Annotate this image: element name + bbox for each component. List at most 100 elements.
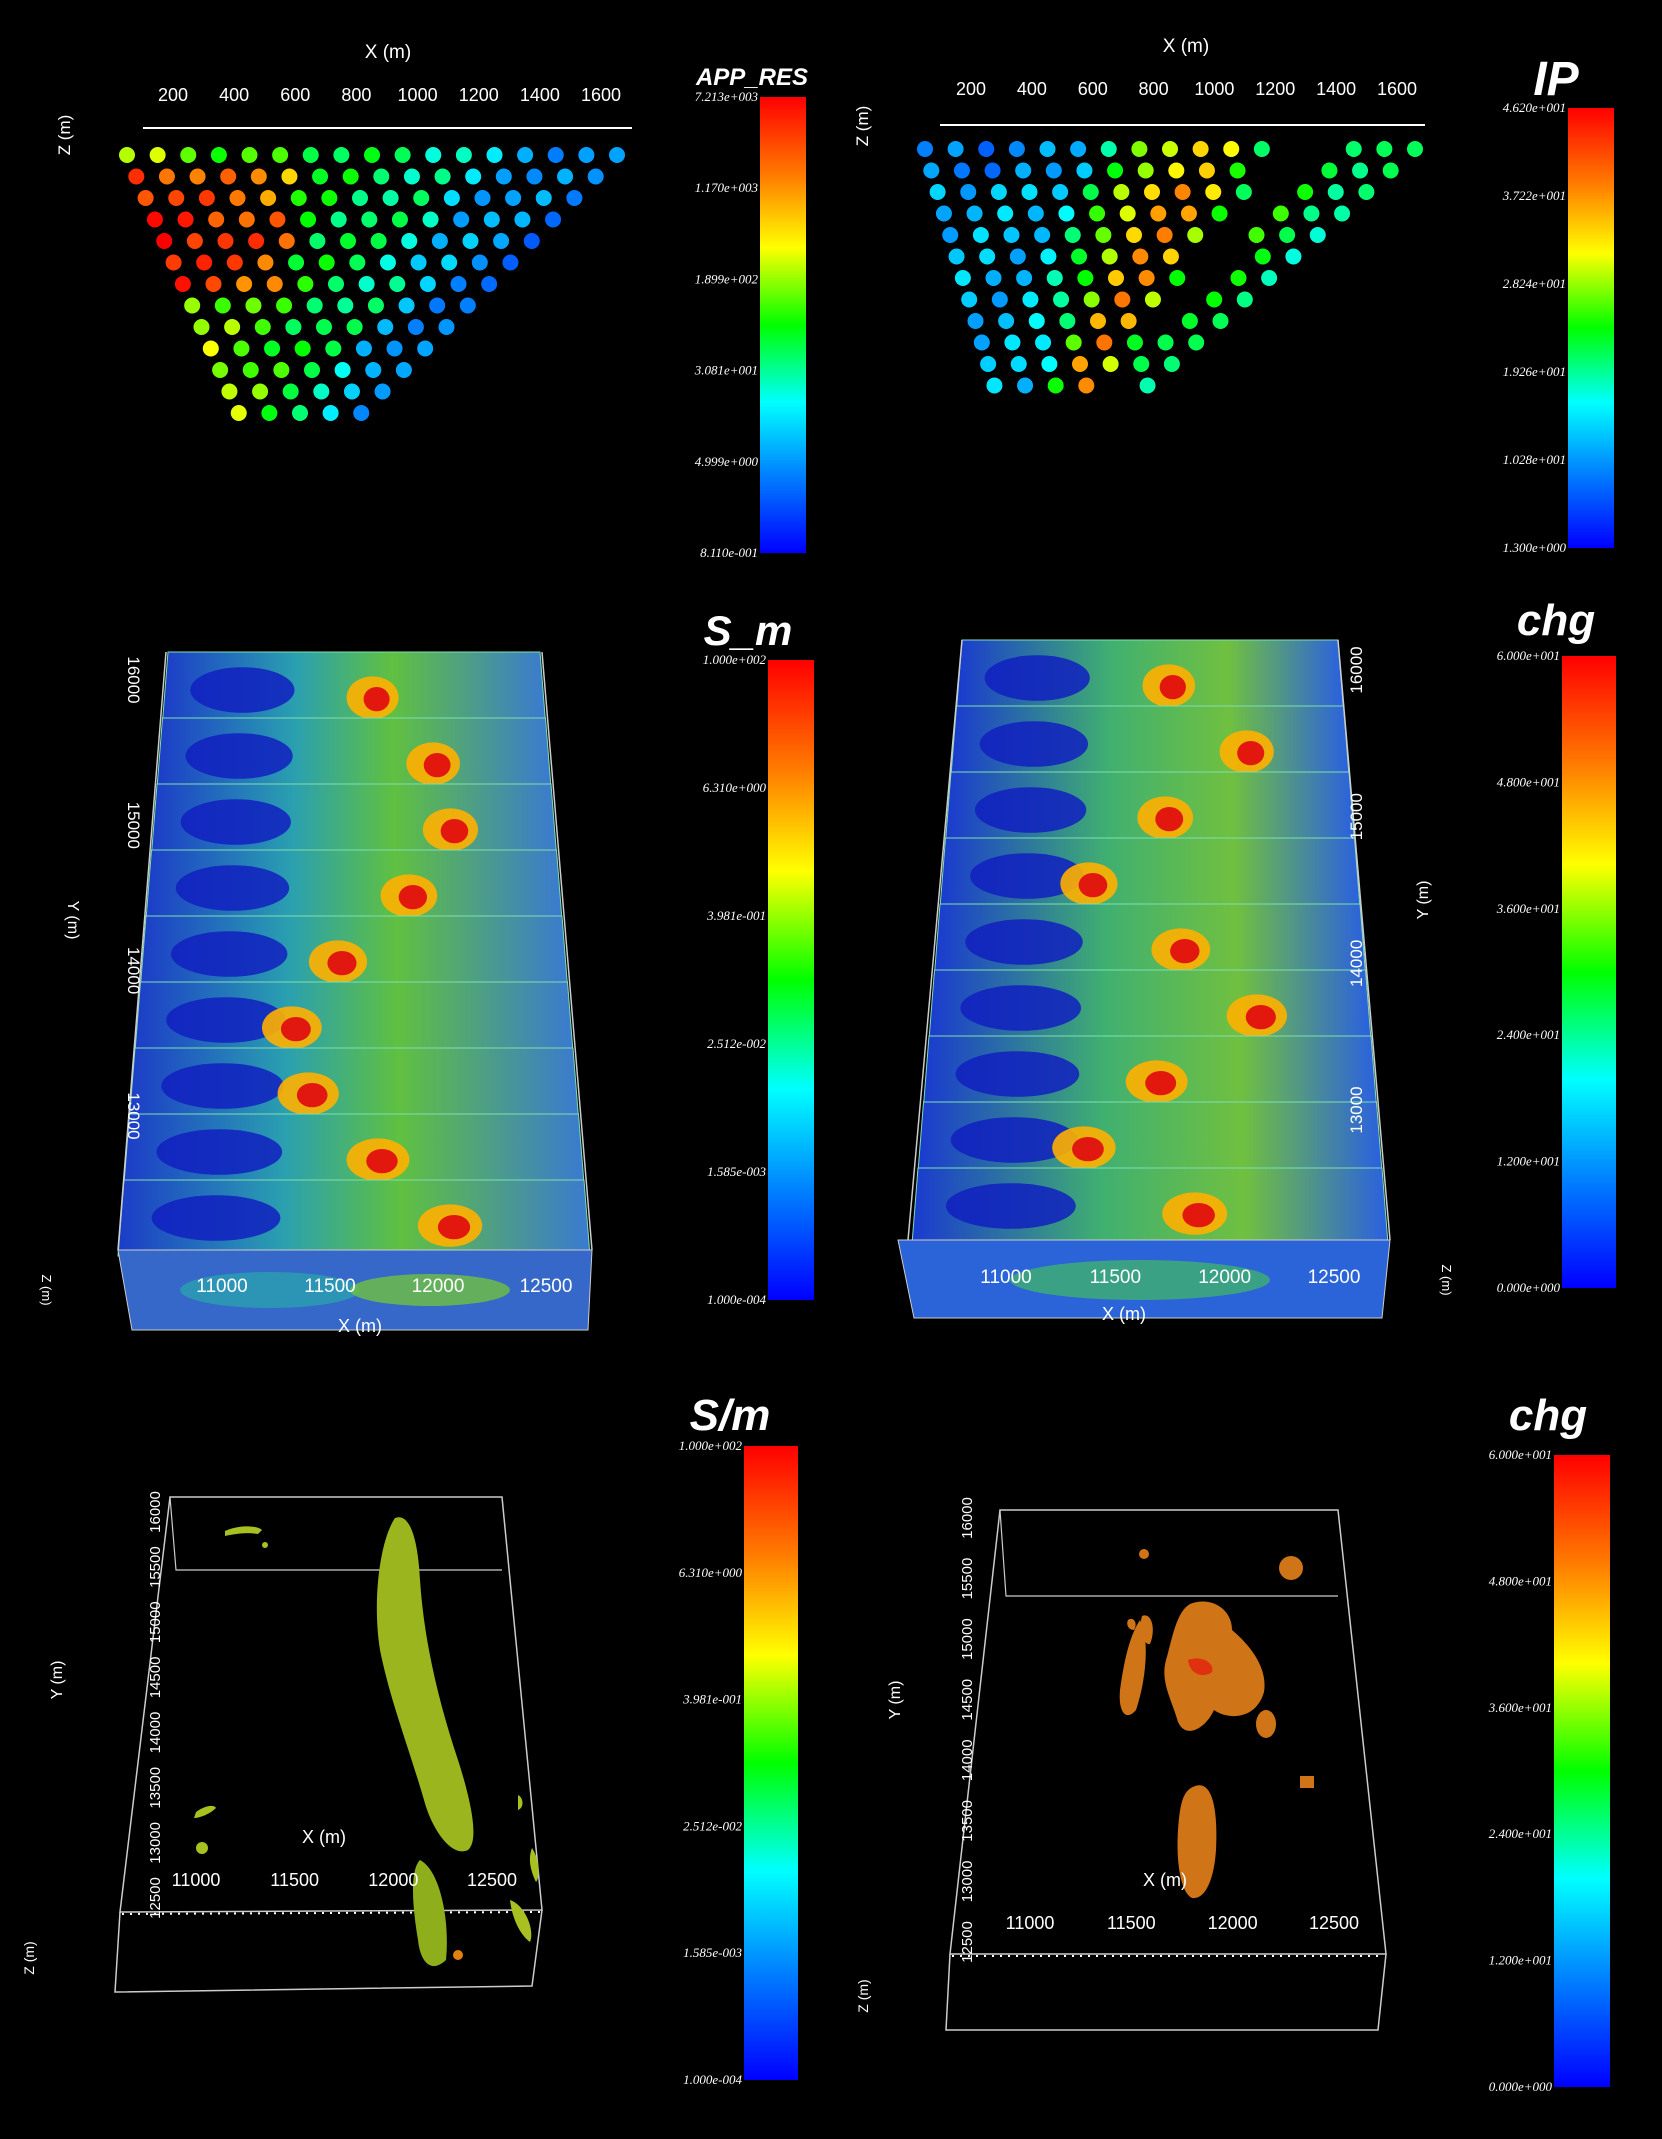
data-point	[1072, 356, 1088, 372]
y-tick-label: 14000	[147, 1712, 164, 1754]
data-point	[1078, 377, 1095, 394]
s-m-colorbar-title: S_m	[704, 607, 793, 654]
data-point	[180, 147, 197, 163]
data-point	[1206, 291, 1223, 308]
data-point	[168, 190, 185, 206]
data-point	[281, 168, 298, 185]
data-point	[1009, 248, 1026, 265]
data-point	[960, 184, 977, 200]
x-tick-label: 1000	[1194, 79, 1234, 99]
s-m-xticks: 11000 11500 12000 12500	[196, 1276, 572, 1297]
data-point	[547, 147, 564, 163]
data-point	[1101, 248, 1118, 265]
chg-frame-left	[907, 639, 963, 1241]
data-point	[465, 168, 482, 185]
data-point	[1297, 184, 1314, 200]
x-tick-label: 11000	[980, 1267, 1031, 1288]
data-point	[483, 211, 500, 228]
data-point	[358, 276, 375, 292]
colorbar-tick-label: 2.512e-002	[683, 1818, 742, 1833]
x-tick-label: 600	[1078, 79, 1108, 99]
data-point	[333, 147, 350, 163]
data-point	[1303, 205, 1320, 222]
data-point	[984, 162, 1001, 179]
slice	[916, 1101, 1384, 1179]
data-point	[1188, 334, 1205, 351]
data-point	[198, 190, 215, 206]
y-tick-label: 12500	[959, 1921, 976, 1963]
data-point	[242, 362, 259, 378]
data-point	[1162, 248, 1179, 265]
slice-low	[965, 919, 1083, 965]
y-tick-label: 16000	[1347, 646, 1366, 693]
data-point	[321, 190, 338, 206]
data-point	[453, 211, 470, 228]
data-point	[165, 254, 182, 271]
data-point	[1235, 184, 1252, 200]
data-point	[278, 233, 295, 249]
data-point	[221, 383, 238, 400]
data-point	[502, 254, 519, 271]
data-point	[257, 254, 274, 271]
ip-ylabel: Z (m)	[853, 106, 872, 147]
s-per-m-ylabel: Y (m)	[49, 1661, 66, 1700]
data-point	[1358, 184, 1375, 200]
slice	[922, 1035, 1378, 1113]
data-point	[495, 168, 512, 185]
slice-low	[974, 787, 1087, 833]
s-per-m-colorbar-title: S/m	[690, 1391, 771, 1440]
data-point	[535, 190, 552, 206]
chg-colorbar	[1562, 656, 1616, 1288]
data-point	[557, 168, 574, 185]
data-point	[403, 168, 420, 185]
s-m-colorbar	[768, 660, 814, 1300]
data-point	[997, 205, 1014, 222]
data-point	[1083, 291, 1100, 308]
data-point	[953, 162, 970, 179]
ip-xlabel: X (m)	[1163, 36, 1209, 57]
app-res-xlabel: X (m)	[365, 42, 411, 63]
colorbar-tick-label: 1.300e+000	[1503, 540, 1567, 555]
data-point	[377, 319, 394, 335]
data-point	[309, 233, 326, 249]
y-tick-label: 14500	[959, 1679, 976, 1721]
data-point	[364, 147, 380, 163]
data-point	[355, 340, 372, 357]
data-point	[374, 383, 391, 400]
panel-s-m-slices: 11000 11500 12000 12500 X (m) 13000 14000 150…	[39, 607, 814, 1336]
colorbar-tick-label: 8.110e-001	[700, 545, 758, 560]
slice-low	[960, 985, 1082, 1031]
data-point	[986, 377, 1003, 394]
s-per-m-colorbar	[744, 1446, 798, 2080]
data-point	[1309, 227, 1326, 243]
data-point	[419, 276, 436, 292]
data-point	[205, 276, 222, 292]
data-point	[1027, 205, 1044, 222]
ip-xticks: 200 400 600 800 1000 1200 1400 1600	[956, 79, 1417, 99]
data-point	[972, 227, 989, 243]
data-point	[407, 319, 424, 335]
data-point	[342, 168, 359, 185]
slice	[944, 771, 1356, 849]
data-point	[353, 405, 370, 421]
data-point	[1180, 205, 1197, 222]
data-point	[942, 227, 959, 243]
data-point	[1126, 227, 1142, 243]
data-point	[961, 291, 978, 308]
data-point	[233, 340, 250, 357]
data-point	[1108, 270, 1124, 286]
slice-peak	[296, 1082, 328, 1108]
data-point	[217, 233, 234, 249]
app-res-xticks: 200 400 600 800 1000 1200 1400 1600	[158, 85, 621, 105]
slice-peak	[1237, 740, 1265, 766]
panel-s-per-m-iso: 11000 11500 12000 12500 X (m) 12500 13000 135…	[21, 1391, 798, 2087]
data-point	[1133, 356, 1150, 372]
data-point	[1138, 270, 1155, 286]
ip-colorbar	[1568, 108, 1614, 548]
chg-iso-yticks: 12500 13000 13500 14000 14500 15000 15500 16000	[959, 1497, 976, 1963]
x-tick-label: 12500	[1308, 1267, 1361, 1288]
data-point	[1144, 184, 1160, 200]
data-point	[523, 233, 540, 249]
data-point	[300, 211, 317, 228]
s-per-m-zlabel: Z (m)	[21, 1941, 37, 1974]
